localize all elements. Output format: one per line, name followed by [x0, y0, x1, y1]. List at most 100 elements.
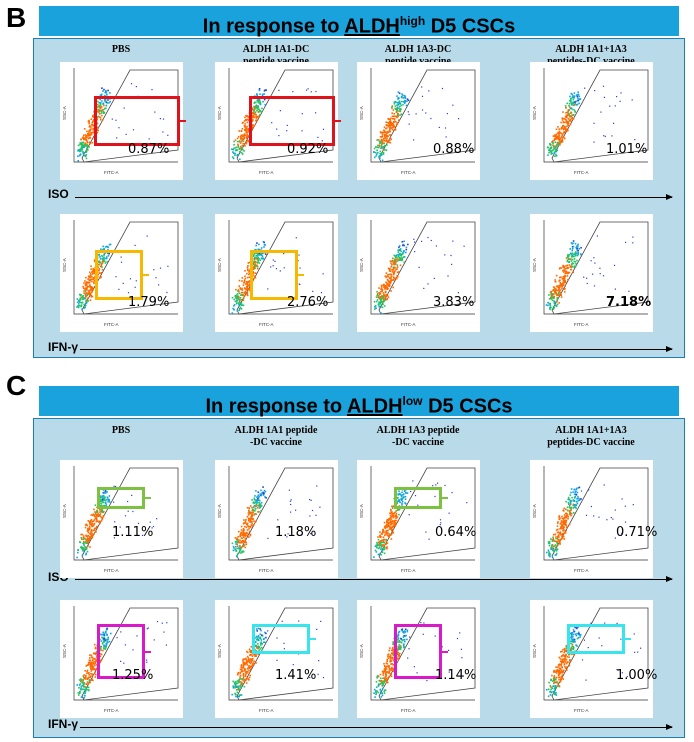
event-dot — [378, 301, 380, 303]
event-dot — [553, 681, 556, 684]
event-dot — [448, 671, 450, 673]
event-dot — [243, 280, 246, 283]
event-dot — [387, 653, 390, 655]
event-dot — [246, 292, 249, 295]
event-dot — [392, 659, 395, 662]
event-dot — [553, 545, 556, 547]
event-dot — [384, 144, 386, 147]
event-dot — [613, 122, 615, 124]
event-dot — [552, 148, 555, 151]
plot-axes — [543, 220, 648, 315]
event-dot — [83, 282, 85, 284]
event-dot — [155, 277, 157, 279]
event-dot — [571, 512, 573, 515]
event-dot — [256, 242, 258, 244]
event-dot — [87, 683, 89, 686]
event-dot — [245, 671, 248, 673]
event-dot — [386, 546, 388, 548]
event-dot — [85, 134, 88, 137]
event-dot — [260, 247, 263, 249]
event-dot — [141, 534, 144, 536]
event-dot — [561, 674, 564, 676]
event-dot — [572, 491, 574, 493]
event-dot — [557, 539, 560, 541]
event-dot — [397, 500, 399, 502]
event-dot — [76, 306, 78, 308]
event-dot — [397, 639, 399, 641]
event-dot — [247, 285, 249, 287]
event-dot — [566, 264, 569, 267]
event-dot — [252, 268, 255, 270]
event-dot — [260, 502, 263, 504]
flow-plot: FITC-A SSC-A — [530, 460, 653, 578]
event-dot — [103, 641, 105, 643]
event-dot — [382, 297, 385, 299]
event-dot — [242, 659, 244, 662]
event-dot — [156, 518, 158, 520]
event-dot — [99, 265, 102, 268]
event-dot — [388, 129, 391, 131]
event-dot — [399, 257, 401, 260]
event-dot — [620, 534, 622, 536]
event-dot — [87, 528, 89, 530]
event-dot — [565, 650, 567, 653]
event-dot — [388, 670, 391, 672]
event-dot — [253, 254, 255, 256]
event-dot — [118, 288, 120, 290]
event-dot — [240, 686, 242, 688]
event-dot — [248, 283, 250, 286]
event-dot — [398, 110, 400, 112]
event-dot — [565, 267, 568, 270]
event-dot — [560, 141, 562, 143]
event-dot — [258, 254, 261, 256]
event-dot — [393, 272, 395, 274]
highlight-gate — [394, 487, 442, 509]
event-dot — [241, 287, 243, 290]
event-dot — [403, 97, 405, 99]
event-dot — [580, 246, 582, 249]
event-dot — [598, 637, 600, 639]
event-dot — [564, 125, 566, 128]
event-dot — [377, 139, 380, 141]
event-dot — [632, 242, 634, 244]
event-dot — [382, 145, 385, 148]
event-dot — [550, 147, 552, 149]
event-dot — [238, 679, 240, 681]
event-dot — [238, 530, 240, 533]
event-dot — [80, 686, 83, 688]
event-dot — [565, 515, 568, 517]
event-dot — [569, 511, 572, 514]
event-dot — [388, 525, 390, 527]
event-dot — [404, 99, 406, 102]
event-dot — [563, 655, 565, 657]
event-dot — [94, 673, 97, 676]
event-dot — [259, 506, 262, 508]
event-dot — [236, 297, 239, 299]
event-dot — [575, 504, 578, 507]
event-dot — [101, 658, 103, 661]
gated-percentage: 1.18% — [275, 525, 317, 540]
event-dot — [103, 637, 105, 640]
event-dot — [376, 293, 379, 295]
event-dot — [244, 546, 246, 549]
event-dot — [310, 533, 312, 535]
event-dot — [242, 523, 245, 525]
event-dot — [403, 643, 405, 645]
event-dot — [564, 658, 567, 661]
event-dot — [248, 530, 251, 533]
event-dot — [450, 254, 452, 257]
event-dot — [569, 116, 571, 118]
event-dot — [391, 271, 394, 273]
event-dot — [257, 108, 260, 110]
event-dot — [97, 512, 99, 515]
event-dot — [235, 288, 237, 291]
event-dot — [248, 536, 250, 538]
event-dot — [389, 519, 392, 522]
event-dot — [239, 675, 242, 677]
event-dot — [93, 522, 96, 525]
event-dot — [392, 654, 394, 656]
event-dot — [382, 529, 385, 531]
event-dot — [632, 236, 634, 238]
event-dot — [403, 496, 405, 498]
event-dot — [263, 98, 266, 101]
